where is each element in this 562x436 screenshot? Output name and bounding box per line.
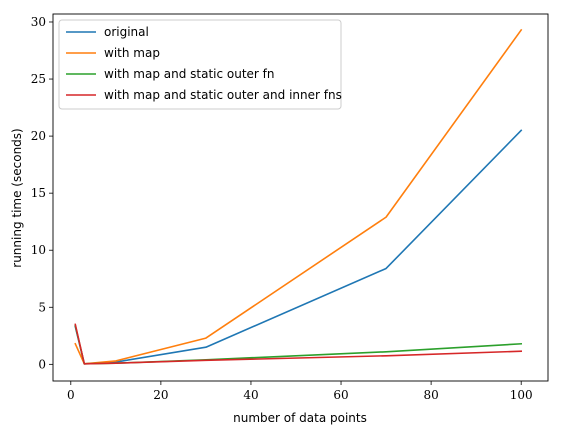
y-tick-label-25: 25 <box>31 72 46 86</box>
y-tick-label-5: 5 <box>38 300 46 314</box>
legend-box <box>58 19 342 110</box>
y-tick-label-15: 15 <box>31 186 46 200</box>
series-layer <box>74 28 523 365</box>
x-axis-label: number of data points <box>233 411 367 425</box>
y-tick-label-20: 20 <box>31 129 46 143</box>
legend-label-2: with map and static outer fn <box>104 67 275 81</box>
x-tick-label-0: 0 <box>67 388 75 402</box>
legend-label-3: with map and static outer and inner fns <box>104 88 342 102</box>
legend-label-1: with map <box>104 46 160 60</box>
x-axis: 0 20 40 60 80 100 <box>67 381 533 402</box>
y-axis-label: running time (seconds) <box>10 128 24 267</box>
legend: original with map with map and static oute… <box>58 19 342 110</box>
x-tick-label-40: 40 <box>243 388 258 402</box>
plot-frame <box>52 13 549 382</box>
y-tick-label-0: 0 <box>38 357 46 371</box>
y-tick-label-30: 30 <box>31 15 46 29</box>
legend-label-0: original <box>104 25 149 39</box>
y-tick-label-10: 10 <box>31 243 46 257</box>
x-tick-label-80: 80 <box>423 388 438 402</box>
series-line-3 <box>74 323 523 365</box>
x-tick-label-100: 100 <box>510 388 533 402</box>
x-tick-label-60: 60 <box>333 388 348 402</box>
x-tick-label-20: 20 <box>153 388 168 402</box>
y-axis: 0 5 10 15 20 25 30 <box>31 15 53 371</box>
